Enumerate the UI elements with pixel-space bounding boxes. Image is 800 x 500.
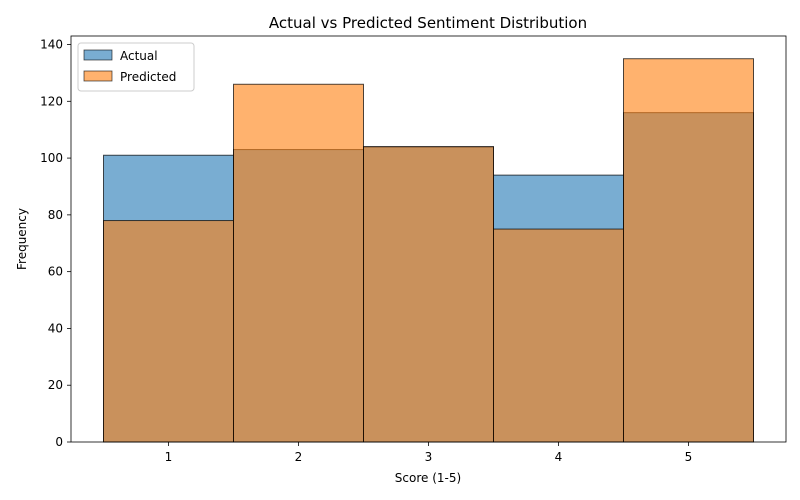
x-tick-label-2: 2 xyxy=(295,450,303,464)
y-tick-label-140: 140 xyxy=(40,38,63,52)
x-tick-label-4: 4 xyxy=(555,450,563,464)
chart-title: Actual vs Predicted Sentiment Distributi… xyxy=(269,14,587,32)
legend-swatch-predicted xyxy=(83,70,113,82)
y-tick-label-100: 100 xyxy=(40,151,63,165)
x-axis-label: Score (1-5) xyxy=(395,471,461,485)
y-tick-label-20: 20 xyxy=(48,378,63,392)
y-tick-label-40: 40 xyxy=(48,321,63,335)
x-tick-label-1: 1 xyxy=(165,450,173,464)
plot-frame xyxy=(70,35,787,443)
y-tick-label-80: 80 xyxy=(48,208,63,222)
legend-label-predicted: Predicted xyxy=(120,70,176,84)
y-tick-label-0: 0 xyxy=(55,435,63,449)
x-tick-label-3: 3 xyxy=(425,450,433,464)
bar-predicted-3 xyxy=(363,146,494,443)
bar-predicted-5 xyxy=(623,58,754,443)
legend-swatch-actual xyxy=(83,49,113,61)
bar-predicted-4 xyxy=(493,228,624,443)
y-axis-label: Frequency xyxy=(15,208,29,270)
y-axis-ticks: 0 20 40 60 80 100 120 140 xyxy=(40,38,71,449)
legend: Actual Predicted xyxy=(77,42,195,92)
y-tick-label-60: 60 xyxy=(48,265,63,279)
bars-layer xyxy=(103,58,754,443)
x-axis-ticks: 1 2 3 4 5 xyxy=(165,442,693,464)
y-tick-label-120: 120 xyxy=(40,94,63,108)
x-tick-label-5: 5 xyxy=(685,450,693,464)
bar-predicted-2 xyxy=(233,83,364,443)
legend-label-actual: Actual xyxy=(120,49,158,63)
bar-predicted-1 xyxy=(103,220,234,443)
